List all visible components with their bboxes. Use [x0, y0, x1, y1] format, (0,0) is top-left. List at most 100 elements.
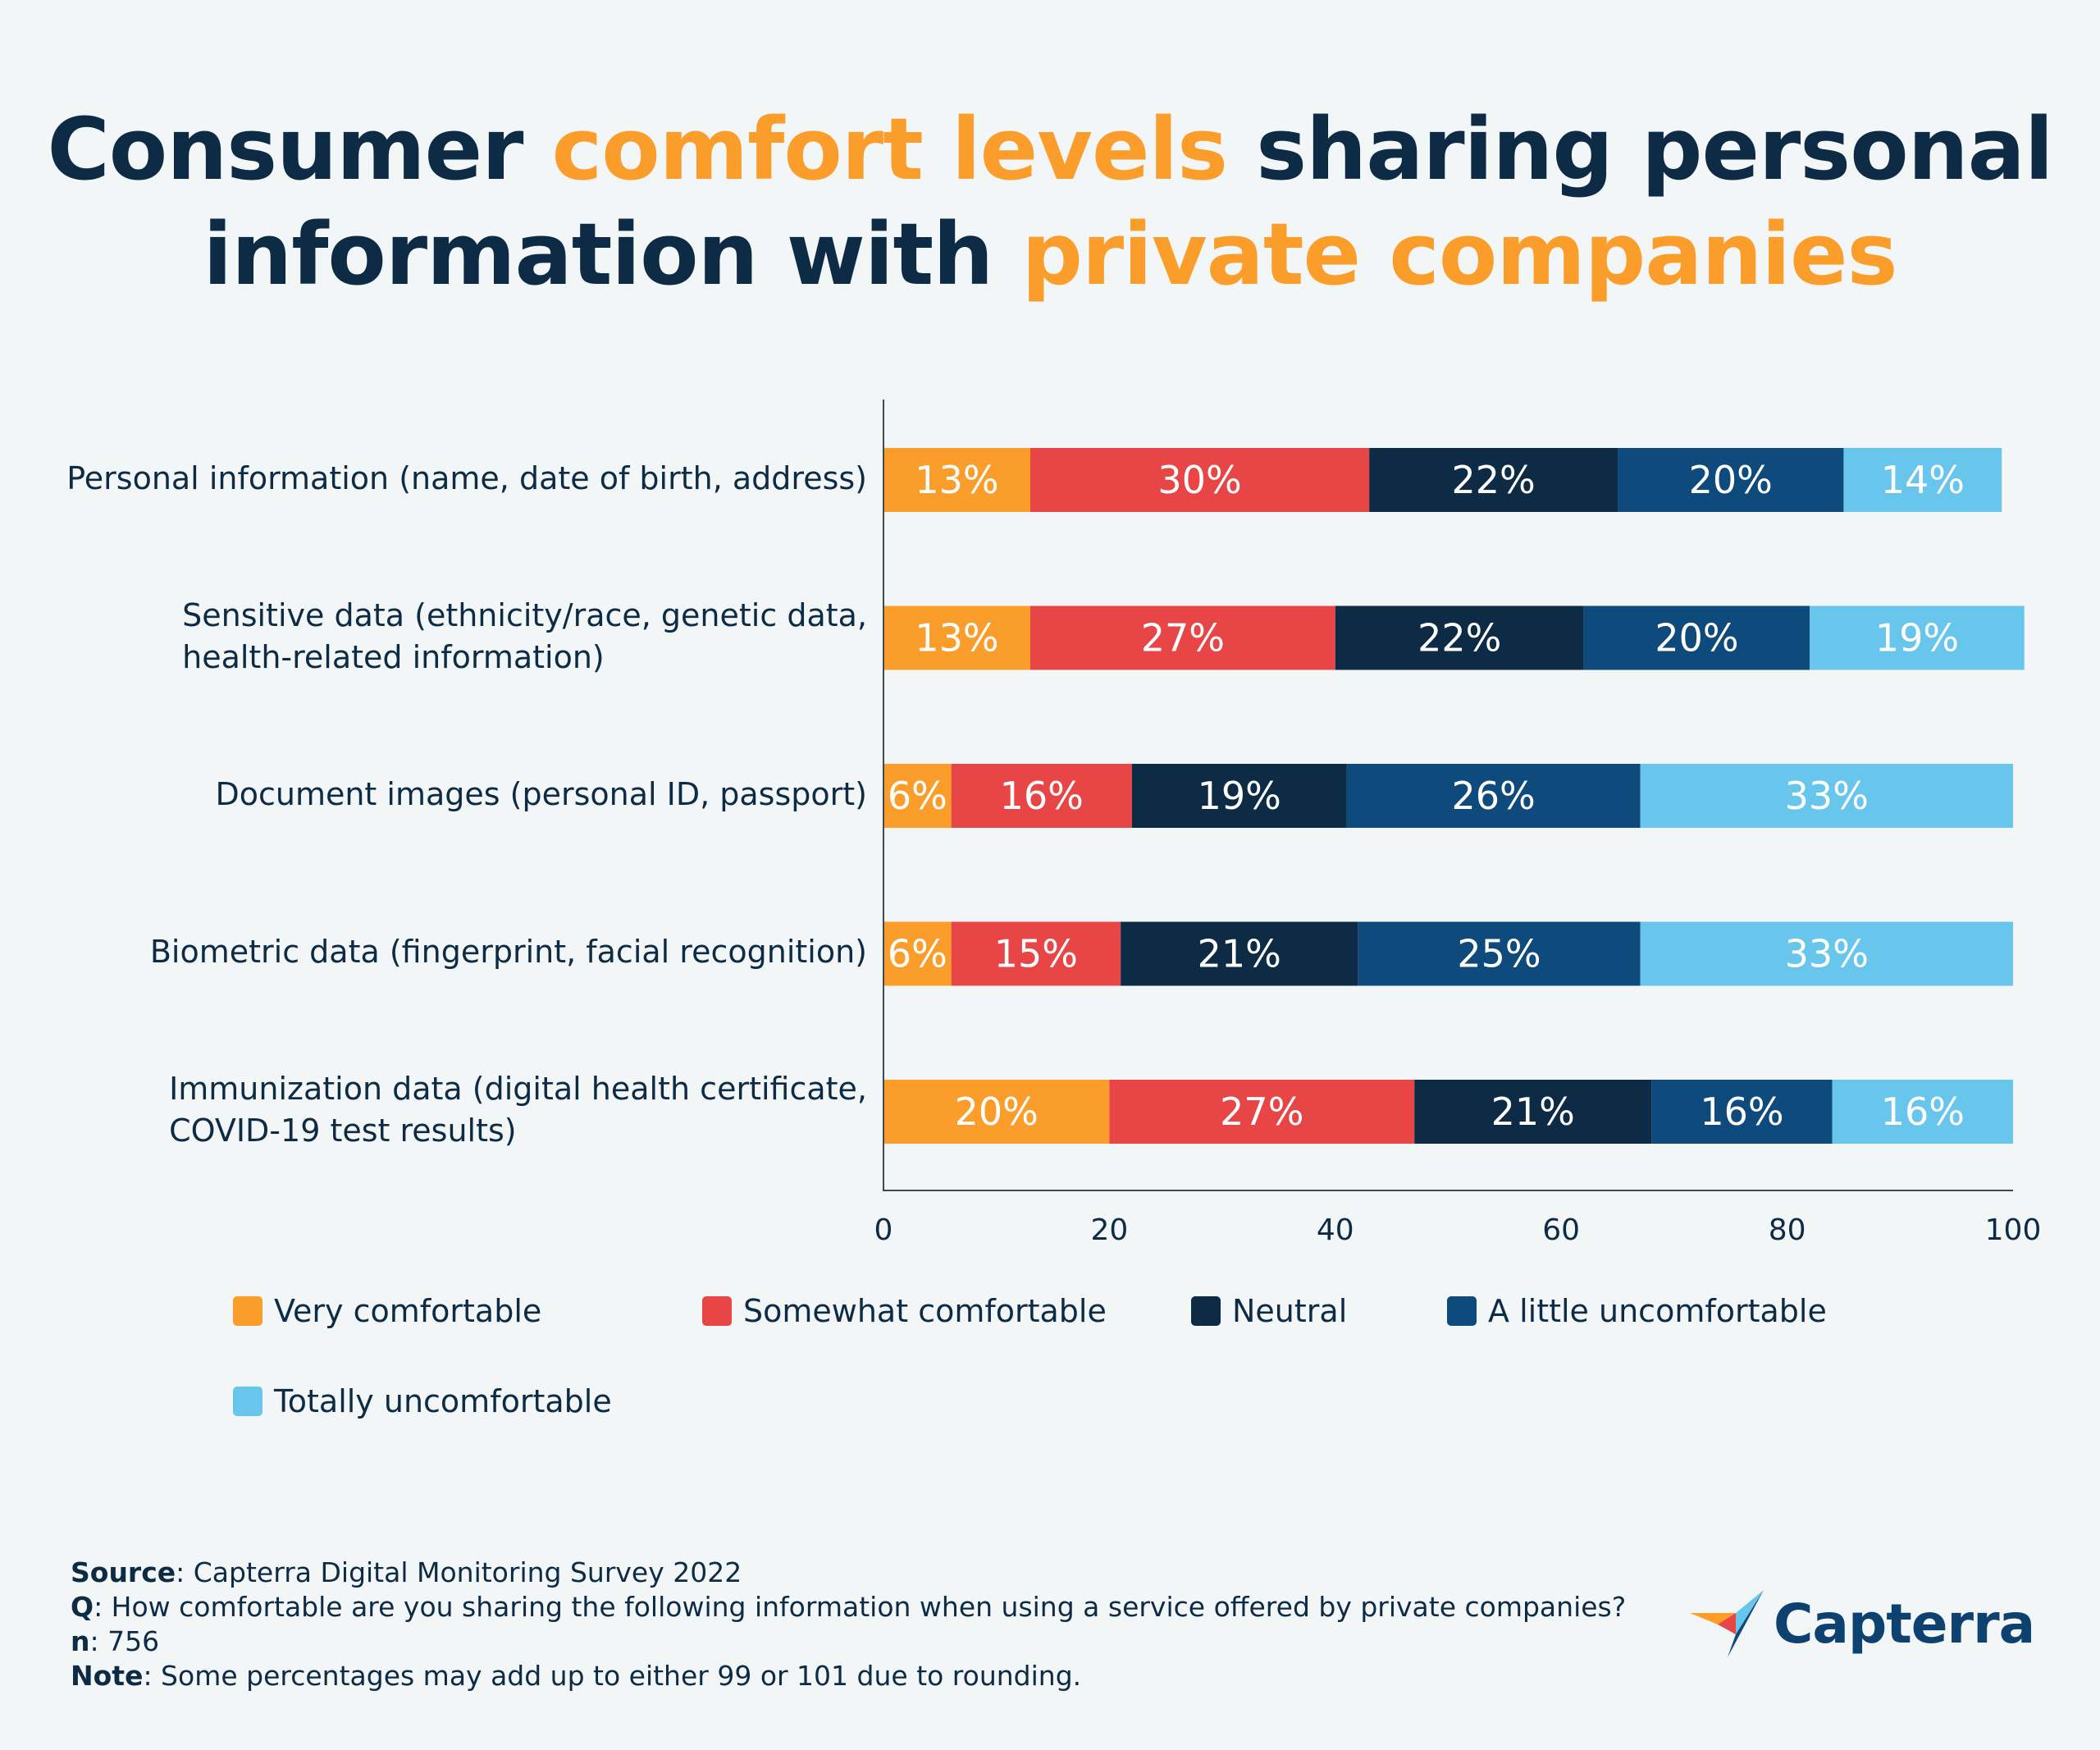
note-text: : Some percentages may add up to either …	[143, 1660, 1082, 1692]
legend-item: Totally uncomfortable	[233, 1383, 612, 1419]
legend-swatch	[1447, 1296, 1477, 1326]
legend-swatch	[233, 1387, 262, 1416]
bar-segment	[1346, 764, 1641, 828]
bar-data-label: 26%	[1451, 774, 1535, 818]
question-line: Q: How comfortable are you sharing the f…	[71, 1590, 1626, 1624]
source-line: Source: Capterra Digital Monitoring Surv…	[71, 1556, 1626, 1590]
bar-segment	[1843, 448, 2002, 512]
bar-segment	[951, 764, 1132, 828]
bar-data-label: 33%	[1785, 932, 1869, 976]
category-label-text: Sensitive data (ethnicity/race, genetic …	[182, 595, 867, 679]
category-label: Sensitive data (ethnicity/race, genetic …	[0, 595, 867, 679]
bar-data-label: 25%	[1457, 932, 1541, 976]
bar-data-label: 19%	[1198, 774, 1281, 818]
category-label-line: Sensitive data (ethnicity/race, genetic …	[182, 596, 867, 633]
source-text: : Capterra Digital Monitoring Survey 202…	[176, 1556, 742, 1588]
legend-swatch	[1191, 1296, 1221, 1326]
bar-data-label: 19%	[1875, 616, 1959, 660]
category-label-text: Document images (personal ID, passport)	[215, 774, 867, 816]
category-label-line: Document images (personal ID, passport)	[215, 775, 867, 812]
category-label-line: Immunization data (digital health certif…	[169, 1071, 867, 1107]
capterra-arrow-icon	[1690, 1590, 1764, 1657]
bar-data-label: 15%	[994, 932, 1078, 976]
bar-segment	[1618, 448, 1844, 512]
bar-segment	[1121, 921, 1358, 986]
legend-item: A little uncomfortable	[1447, 1293, 1827, 1329]
category-label: Immunization data (digital health certif…	[0, 1068, 867, 1152]
category-label: Document images (personal ID, passport)	[0, 774, 867, 816]
title-accent-2: private companies	[1021, 204, 1897, 304]
source-label: Source	[71, 1556, 176, 1588]
bar-segment	[1832, 1080, 2013, 1144]
x-tick-label: 100	[1985, 1213, 2042, 1247]
question-text: : How comfortable are you sharing the fo…	[94, 1591, 1627, 1623]
title-accent-1: comfort levels	[551, 99, 1228, 199]
note-line: Note: Some percentages may add up to eit…	[71, 1659, 1626, 1693]
bar-segment	[883, 448, 1031, 512]
category-label-line: COVID-19 test results)	[169, 1113, 517, 1149]
x-tick-label: 80	[1769, 1213, 1806, 1247]
chart-title: Consumer comfort levels sharing personal…	[0, 97, 2100, 307]
bar-segment	[1030, 605, 1335, 670]
category-label: Biometric data (fingerprint, facial reco…	[0, 931, 867, 973]
category-label-text: Immunization data (digital health certif…	[169, 1068, 867, 1152]
x-tick-label: 0	[874, 1213, 893, 1247]
bar-data-label: 27%	[1141, 616, 1225, 660]
sample-size-line: n: 756	[71, 1624, 1626, 1659]
legend-label: Somewhat comfortable	[743, 1293, 1107, 1329]
bar-segment	[1414, 1080, 1652, 1144]
footnotes: Source: Capterra Digital Monitoring Surv…	[71, 1556, 1626, 1693]
legend-item: Somewhat comfortable	[702, 1293, 1107, 1329]
legend-label: Totally uncomfortable	[274, 1383, 612, 1419]
bar-segment	[1810, 605, 2025, 670]
bar-data-label: 21%	[1198, 932, 1281, 976]
legend-label: Very comfortable	[274, 1293, 542, 1329]
bar-segment	[1369, 448, 1618, 512]
category-label-text: Personal information (name, date of birt…	[66, 458, 867, 500]
sample-size-text: : 756	[89, 1625, 160, 1657]
bar-segment	[883, 764, 952, 828]
category-label-line: health-related information)	[182, 638, 605, 675]
bar-data-label: 27%	[1220, 1090, 1303, 1134]
legend-swatch	[702, 1296, 732, 1326]
bars-layer: 13% 30% 22% 20% 14% 13% 27% 22% 20% 19% 6% 16% 19% 26…	[883, 448, 2025, 1144]
sample-size-label: n	[71, 1625, 90, 1657]
bar-segment	[1651, 1080, 1833, 1144]
bar-data-label: 14%	[1881, 458, 1965, 502]
bar-data-label: 16%	[1000, 774, 1084, 818]
x-tick-label: 20	[1090, 1213, 1128, 1247]
bar-data-label: 13%	[915, 458, 998, 502]
category-label-line: Personal information (name, date of birt…	[66, 459, 867, 496]
bar-segment	[1583, 605, 1810, 670]
legend-swatch	[233, 1296, 262, 1326]
legend-label: Neutral	[1232, 1293, 1348, 1329]
category-label-line: Biometric data (fingerprint, facial reco…	[149, 934, 867, 970]
bar-data-label: 16%	[1881, 1090, 1965, 1134]
legend-item: Very comfortable	[233, 1293, 541, 1329]
bar-data-label: 30%	[1157, 458, 1241, 502]
category-label-text: Biometric data (fingerprint, facial reco…	[150, 931, 867, 973]
capterra-logo: Capterra	[1688, 1588, 2035, 1659]
bar-data-label: 6%	[888, 932, 947, 976]
bar-segment	[1030, 448, 1370, 512]
category-label: Personal information (name, date of birt…	[0, 458, 867, 500]
title-part-1: Consumer	[47, 99, 552, 199]
bar-segment	[1335, 605, 1584, 670]
bar-segment	[883, 921, 952, 986]
bar-data-label: 6%	[888, 774, 947, 818]
question-label: Q	[71, 1591, 94, 1623]
capterra-wordmark: Capterra	[1774, 1592, 2035, 1656]
legend-label: A little uncomfortable	[1488, 1293, 1827, 1329]
bar-segment	[883, 605, 1031, 670]
bar-data-label: 20%	[955, 1090, 1039, 1134]
bar-data-label: 20%	[1655, 616, 1738, 660]
bar-data-label: 22%	[1451, 458, 1535, 502]
x-tick-label: 60	[1542, 1213, 1580, 1247]
legend-item: Neutral	[1191, 1293, 1347, 1329]
bar-data-label: 20%	[1689, 458, 1773, 502]
x-tick-label: 40	[1317, 1213, 1354, 1247]
bar-segment	[883, 1080, 1110, 1144]
bar-segment	[951, 921, 1121, 986]
bar-segment	[1640, 921, 2013, 986]
